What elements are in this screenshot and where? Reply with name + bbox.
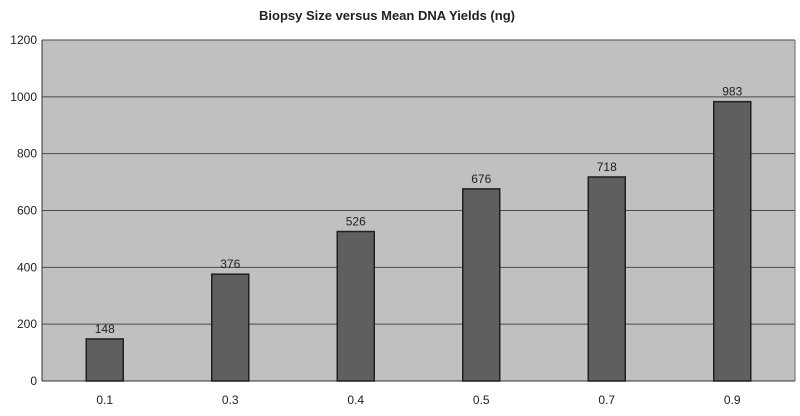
plot-area: 0 200 400 600 800 1000 1200 148 0.1 376 0.3 526 0.4 6…	[10, 33, 796, 407]
data-label: 718	[597, 160, 617, 174]
data-label: 676	[471, 172, 491, 186]
bar	[211, 273, 250, 382]
y-tick-label: 0	[30, 374, 37, 388]
x-tick-label: 0.4	[347, 393, 364, 407]
bar	[336, 230, 375, 382]
x-tick-label: 0.5	[473, 393, 490, 407]
chart-title: Biopsy Size versus Mean DNA Yields (ng)	[259, 8, 515, 23]
y-tick-label: 1200	[10, 33, 37, 47]
x-tick-label: 0.7	[598, 393, 615, 407]
bar	[587, 176, 626, 382]
bar	[462, 188, 501, 382]
bar	[85, 338, 124, 382]
y-tick-label: 1000	[10, 90, 37, 104]
bar	[713, 100, 752, 382]
data-label: 526	[346, 215, 366, 229]
data-label: 376	[220, 257, 240, 271]
x-tick-label: 0.3	[222, 393, 239, 407]
y-tick-label: 400	[17, 260, 37, 274]
data-label: 983	[722, 85, 742, 99]
y-tick-label: 600	[17, 204, 37, 218]
data-label: 148	[95, 322, 115, 336]
y-tick-label: 200	[17, 317, 37, 331]
x-tick-label: 0.1	[96, 393, 113, 407]
x-tick-label: 0.9	[724, 393, 741, 407]
y-tick-label: 800	[17, 147, 37, 161]
